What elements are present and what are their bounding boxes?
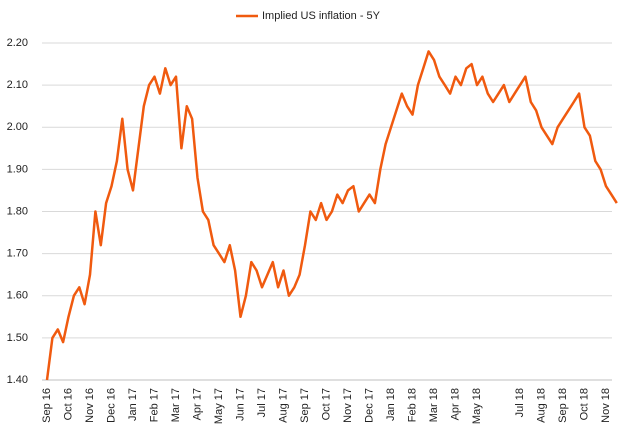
x-tick-label: Nov 18 [600, 388, 612, 423]
x-tick-label: Dec 16 [105, 388, 117, 423]
x-tick-label: Apr 17 [191, 388, 203, 420]
x-tick-label: Jan 17 [127, 388, 139, 421]
x-tick-label: Sep 18 [557, 388, 569, 423]
x-tick-label: Jun 17 [234, 388, 246, 421]
x-tick-label: Sep 16 [41, 388, 53, 423]
y-tick-label: 2.00 [7, 121, 28, 133]
x-tick-label: Dec 17 [363, 388, 375, 423]
y-tick-label: 1.80 [7, 205, 28, 217]
x-tick-label: Oct 18 [578, 388, 590, 420]
y-tick-label: 1.60 [7, 290, 28, 302]
x-tick-label: Feb 17 [148, 388, 160, 422]
x-tick-label: Feb 18 [406, 388, 418, 422]
x-tick-label: Aug 17 [277, 388, 289, 423]
y-tick-label: 1.70 [7, 248, 28, 260]
x-tick-label: Aug 18 [535, 388, 547, 423]
x-tick-label: Oct 17 [320, 388, 332, 420]
x-tick-label: Jan 18 [385, 388, 397, 421]
x-tick-label: Jul 18 [514, 388, 526, 417]
y-tick-label: 1.50 [7, 332, 28, 344]
x-tick-label: Mar 18 [428, 388, 440, 422]
y-tick-label: 2.20 [7, 37, 28, 49]
x-tick-label: Oct 16 [62, 388, 74, 420]
x-tick-label: Nov 16 [84, 388, 96, 423]
x-tick-label: Nov 17 [342, 388, 354, 423]
y-tick-label: 1.90 [7, 163, 28, 175]
legend-label: Implied US inflation - 5Y [262, 10, 381, 22]
x-tick-label: Sep 17 [299, 388, 311, 423]
y-tick-label: 1.40 [7, 374, 28, 386]
y-tick-label: 2.10 [7, 79, 28, 91]
x-tick-label: Jul 17 [256, 388, 268, 417]
x-tick-label: Mar 17 [170, 388, 182, 422]
x-tick-label: May 17 [213, 388, 225, 424]
line-series [45, 50, 618, 381]
x-tick-label: May 18 [471, 388, 483, 424]
x-tick-label: Apr 18 [449, 388, 461, 420]
